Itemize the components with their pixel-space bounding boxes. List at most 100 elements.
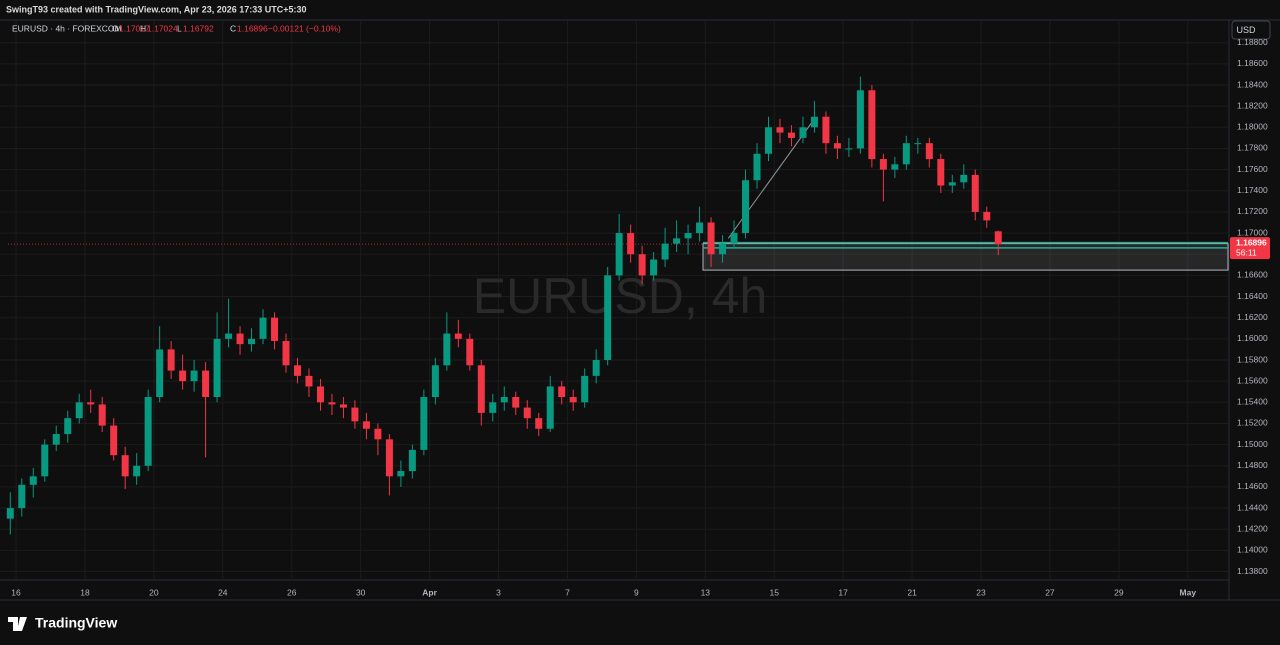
- candle-body: [190, 370, 198, 382]
- candle-body: [305, 375, 313, 387]
- candle-body: [983, 211, 991, 221]
- candle-body: [512, 397, 520, 408]
- symbol: EURUSD · 4h · FOREXCOM: [12, 23, 122, 33]
- candle-body: [385, 439, 393, 477]
- candle-body: [397, 471, 405, 477]
- candle-body: [454, 333, 462, 339]
- candle-body: [650, 259, 658, 276]
- x-tick-label: May: [1180, 587, 1197, 597]
- candle-body: [431, 365, 439, 398]
- x-tick-label: 20: [149, 587, 159, 597]
- x-tick-label: 21: [907, 587, 917, 597]
- x-tick-label: 3: [496, 587, 501, 597]
- currency: USD: [1236, 25, 1256, 35]
- candle-body: [41, 444, 49, 477]
- y-tick-label: 1.16400: [1237, 291, 1268, 301]
- candle-body: [282, 340, 290, 366]
- candle-body: [719, 243, 727, 255]
- candle-body: [753, 153, 761, 181]
- candle-body: [971, 174, 979, 212]
- x-tick-label: 7: [565, 587, 570, 597]
- y-tick-label: 1.18600: [1237, 58, 1268, 68]
- candle-body: [75, 402, 83, 419]
- candle-body: [202, 370, 210, 398]
- candle-body: [638, 254, 646, 276]
- candle-body: [787, 132, 795, 138]
- candle-body: [604, 275, 612, 360]
- candle-body: [558, 386, 566, 398]
- countdown: 56:11: [1236, 247, 1257, 257]
- y-tick-label: 1.16000: [1237, 333, 1268, 343]
- candle-body: [500, 397, 508, 403]
- y-tick-label: 1.14200: [1237, 523, 1268, 533]
- x-tick-label: 16: [11, 587, 21, 597]
- candle-body: [673, 238, 681, 244]
- legend-value: 1.16896: [237, 23, 268, 33]
- candle-body: [833, 143, 841, 149]
- candle-body: [236, 333, 244, 345]
- candle-body: [535, 418, 543, 429]
- candle-body: [271, 317, 279, 341]
- logo-text: TradingView: [35, 615, 117, 631]
- y-tick-label: 1.14400: [1237, 502, 1268, 512]
- y-tick-label: 1.15000: [1237, 439, 1268, 449]
- candle-body: [213, 338, 221, 398]
- candle-body: [581, 375, 589, 403]
- candle-body: [868, 90, 876, 160]
- x-tick-label: 29: [1114, 587, 1124, 597]
- y-tick-label: 1.17200: [1237, 206, 1268, 216]
- candle-body: [248, 338, 256, 345]
- y-tick-label: 1.18000: [1237, 122, 1268, 132]
- candle-body: [707, 222, 715, 255]
- candle-body: [362, 421, 370, 429]
- y-tick-label: 1.18400: [1237, 79, 1268, 89]
- x-tick-label: 30: [356, 587, 366, 597]
- candle-body: [994, 231, 1002, 245]
- candle-body: [592, 360, 600, 376]
- y-tick-label: 1.14600: [1237, 481, 1268, 491]
- candle-body: [259, 317, 267, 339]
- x-tick-label: 17: [838, 587, 848, 597]
- x-tick-label: 24: [218, 587, 228, 597]
- candle-body: [293, 365, 301, 376]
- candle-body: [144, 397, 152, 466]
- candle-body: [845, 148, 853, 150]
- candle-body: [351, 407, 359, 422]
- legend-value: 1.17017: [119, 23, 150, 33]
- legend-label: C: [230, 23, 236, 33]
- candle-body: [879, 159, 887, 170]
- candle-body: [408, 449, 416, 472]
- candle-body: [52, 434, 60, 445]
- price-label: 1.16896: [1236, 237, 1267, 247]
- y-tick-label: 1.14800: [1237, 460, 1268, 470]
- candle-body: [443, 333, 451, 366]
- x-tick-label: 13: [701, 587, 711, 597]
- y-tick-label: 1.17600: [1237, 164, 1268, 174]
- legend-label: H: [140, 23, 146, 33]
- candle-body: [489, 402, 497, 413]
- candle-body: [856, 90, 864, 149]
- candle-body: [225, 333, 233, 339]
- x-tick-label: 9: [634, 587, 639, 597]
- candle-body: [339, 404, 347, 408]
- y-tick-label: 1.15200: [1237, 418, 1268, 428]
- y-tick-label: 1.15600: [1237, 375, 1268, 385]
- candle-body: [420, 397, 428, 450]
- y-tick-label: 1.16600: [1237, 270, 1268, 280]
- y-tick-label: 1.15400: [1237, 397, 1268, 407]
- candle-body: [810, 116, 818, 128]
- candle-body: [121, 455, 129, 477]
- candle-body: [684, 233, 692, 239]
- candle-body: [925, 143, 933, 160]
- candle-body: [891, 164, 899, 170]
- candle-body: [374, 428, 382, 440]
- candle-body: [948, 182, 956, 186]
- candle-body: [523, 407, 531, 419]
- change: −0.00121 (−0.10%): [268, 23, 341, 33]
- candle-body: [156, 349, 164, 398]
- currency-button[interactable]: [1231, 20, 1271, 40]
- y-tick-label: 1.18200: [1237, 100, 1268, 110]
